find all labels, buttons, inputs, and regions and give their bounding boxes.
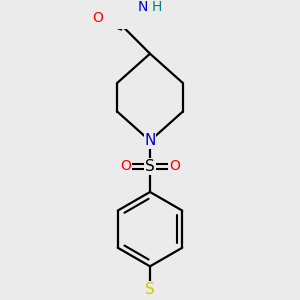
Text: S: S [145, 282, 155, 297]
Text: S: S [145, 159, 155, 174]
Text: O: O [92, 11, 103, 25]
Text: H: H [151, 0, 161, 14]
Text: N: N [144, 133, 156, 148]
Text: O: O [169, 159, 180, 173]
Text: O: O [120, 159, 131, 173]
Text: N: N [137, 0, 148, 14]
